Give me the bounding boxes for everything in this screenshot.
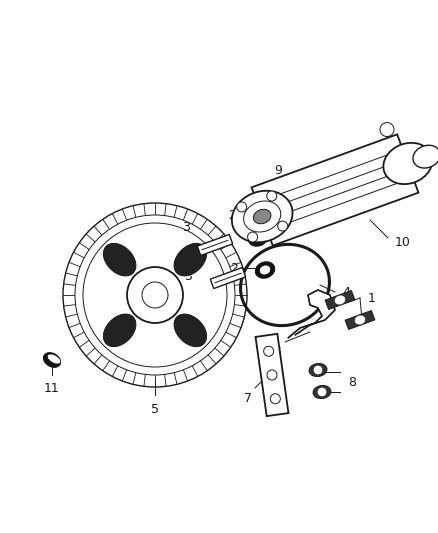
Circle shape — [63, 203, 247, 387]
Ellipse shape — [174, 244, 207, 276]
Ellipse shape — [274, 202, 282, 208]
Polygon shape — [345, 311, 375, 329]
Text: 3: 3 — [182, 221, 190, 234]
Ellipse shape — [48, 354, 60, 364]
Text: 9: 9 — [274, 164, 282, 177]
Ellipse shape — [255, 262, 275, 278]
Circle shape — [75, 215, 235, 375]
Circle shape — [237, 202, 247, 212]
Text: 6: 6 — [273, 346, 281, 359]
Ellipse shape — [335, 296, 345, 304]
Ellipse shape — [43, 353, 60, 367]
Ellipse shape — [103, 244, 136, 276]
Polygon shape — [255, 334, 289, 416]
Text: 11: 11 — [44, 382, 60, 395]
Text: 7: 7 — [244, 392, 252, 405]
Circle shape — [264, 346, 274, 356]
Circle shape — [127, 267, 183, 323]
Polygon shape — [251, 134, 418, 246]
Text: 10: 10 — [395, 236, 411, 248]
Polygon shape — [197, 235, 233, 255]
Circle shape — [267, 370, 277, 380]
Circle shape — [278, 221, 288, 231]
Ellipse shape — [232, 191, 293, 243]
Text: 3: 3 — [184, 270, 192, 282]
Ellipse shape — [355, 316, 365, 324]
Text: 4: 4 — [342, 286, 350, 298]
Ellipse shape — [309, 364, 327, 376]
Circle shape — [380, 123, 394, 136]
Ellipse shape — [269, 198, 287, 212]
Circle shape — [247, 232, 258, 242]
Text: 1: 1 — [368, 292, 376, 304]
Text: 8: 8 — [348, 376, 356, 389]
Circle shape — [142, 282, 168, 308]
Ellipse shape — [248, 230, 268, 246]
Ellipse shape — [174, 314, 207, 346]
Ellipse shape — [254, 209, 271, 224]
Ellipse shape — [313, 385, 331, 399]
Circle shape — [318, 388, 326, 396]
Ellipse shape — [103, 314, 136, 346]
Polygon shape — [210, 268, 246, 288]
Ellipse shape — [244, 201, 281, 232]
Ellipse shape — [260, 266, 270, 274]
Polygon shape — [325, 290, 355, 310]
Circle shape — [267, 191, 277, 201]
Polygon shape — [288, 290, 335, 338]
Ellipse shape — [413, 146, 438, 168]
Ellipse shape — [383, 143, 432, 184]
Text: 5: 5 — [151, 403, 159, 416]
Circle shape — [270, 394, 280, 404]
Ellipse shape — [253, 234, 263, 242]
Circle shape — [314, 366, 322, 374]
Text: 2: 2 — [230, 262, 238, 274]
Text: 2: 2 — [228, 209, 236, 222]
